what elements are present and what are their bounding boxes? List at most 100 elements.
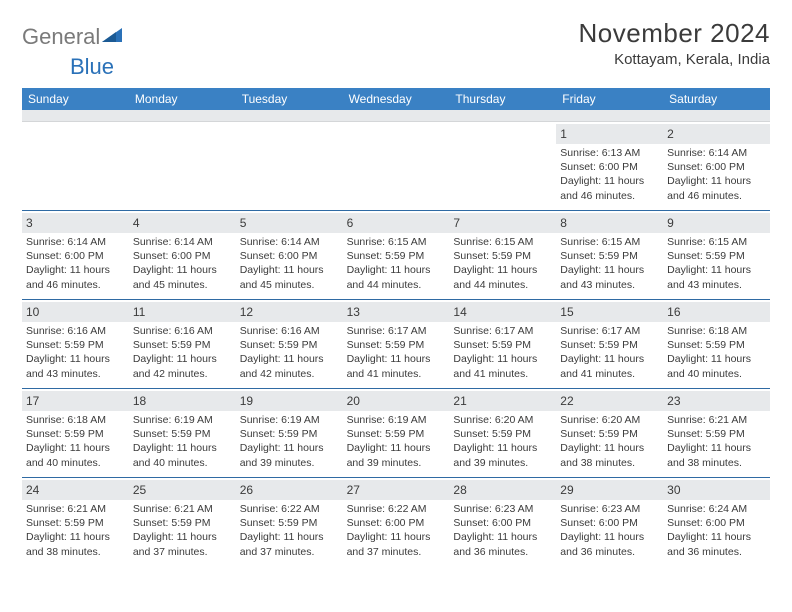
- day-cell: [236, 122, 343, 210]
- day-info-line: Daylight: 11 hours: [26, 441, 125, 455]
- day-info-line: Sunrise: 6:17 AM: [347, 324, 446, 338]
- day-info-line: Sunset: 5:59 PM: [240, 427, 339, 441]
- daynum-row: 8: [556, 213, 663, 233]
- calendar: Sunday Monday Tuesday Wednesday Thursday…: [22, 88, 770, 566]
- day-info-line: Sunset: 5:59 PM: [347, 249, 446, 263]
- day-info-line: Daylight: 11 hours: [453, 352, 552, 366]
- day-info-line: and 39 minutes.: [240, 456, 339, 470]
- day-info-line: and 46 minutes.: [26, 278, 125, 292]
- day-cell: 15Sunrise: 6:17 AMSunset: 5:59 PMDayligh…: [556, 300, 663, 388]
- day-cell: 30Sunrise: 6:24 AMSunset: 6:00 PMDayligh…: [663, 478, 770, 566]
- day-info-line: Sunset: 5:59 PM: [133, 338, 232, 352]
- day-info-line: and 36 minutes.: [560, 545, 659, 559]
- day-info-line: and 44 minutes.: [347, 278, 446, 292]
- day-cell: 19Sunrise: 6:19 AMSunset: 5:59 PMDayligh…: [236, 389, 343, 477]
- daynum-row: 20: [343, 391, 450, 411]
- day-info-line: Sunset: 5:59 PM: [453, 249, 552, 263]
- day-info-line: Sunset: 6:00 PM: [26, 249, 125, 263]
- day-number: 27: [347, 483, 360, 497]
- dayname-wednesday: Wednesday: [343, 88, 450, 110]
- day-number: 19: [240, 394, 253, 408]
- location: Kottayam, Kerala, India: [579, 51, 771, 68]
- daynum-row: 15: [556, 302, 663, 322]
- daynum-row: 5: [236, 213, 343, 233]
- day-info-line: and 40 minutes.: [26, 456, 125, 470]
- calendar-page: General November 2024 Kottayam, Kerala, …: [0, 0, 792, 576]
- dayname-tuesday: Tuesday: [236, 88, 343, 110]
- daynum-row: 21: [449, 391, 556, 411]
- day-info-line: Daylight: 11 hours: [133, 441, 232, 455]
- dayname-sunday: Sunday: [22, 88, 129, 110]
- day-info-line: Daylight: 11 hours: [347, 530, 446, 544]
- day-info-line: Sunset: 6:00 PM: [347, 516, 446, 530]
- day-info-line: Sunrise: 6:15 AM: [453, 235, 552, 249]
- day-info-line: Sunrise: 6:17 AM: [453, 324, 552, 338]
- day-info-line: Daylight: 11 hours: [560, 263, 659, 277]
- dayname-row: Sunday Monday Tuesday Wednesday Thursday…: [22, 88, 770, 110]
- day-info-line: Sunrise: 6:14 AM: [26, 235, 125, 249]
- day-info-line: Sunrise: 6:14 AM: [240, 235, 339, 249]
- daynum-row: 1: [556, 124, 663, 144]
- day-info-line: Sunset: 6:00 PM: [560, 160, 659, 174]
- day-info-line: Sunset: 5:59 PM: [26, 338, 125, 352]
- day-number: 8: [560, 216, 567, 230]
- day-info-line: Sunrise: 6:22 AM: [347, 502, 446, 516]
- day-info-line: Daylight: 11 hours: [453, 263, 552, 277]
- day-info-line: and 46 minutes.: [560, 189, 659, 203]
- day-info-line: and 41 minutes.: [347, 367, 446, 381]
- day-cell: 4Sunrise: 6:14 AMSunset: 6:00 PMDaylight…: [129, 211, 236, 299]
- day-cell: 7 Sunrise: 6:15 AMSunset: 5:59 PMDaylight…: [449, 211, 556, 299]
- day-info-line: Daylight: 11 hours: [453, 530, 552, 544]
- day-cell: 5Sunrise: 6:14 AMSunset: 6:00 PMDaylight…: [236, 211, 343, 299]
- day-cell: 23Sunrise: 6:21 AMSunset: 5:59 PMDayligh…: [663, 389, 770, 477]
- day-info-line: Daylight: 11 hours: [667, 352, 766, 366]
- day-info-line: Daylight: 11 hours: [560, 174, 659, 188]
- day-info-line: Sunset: 5:59 PM: [26, 516, 125, 530]
- day-info-line: Sunrise: 6:20 AM: [560, 413, 659, 427]
- day-info-line: Sunrise: 6:15 AM: [347, 235, 446, 249]
- day-info-line: Sunset: 5:59 PM: [453, 338, 552, 352]
- dayname-monday: Monday: [129, 88, 236, 110]
- day-number: 30: [667, 483, 680, 497]
- daynum-row: 4: [129, 213, 236, 233]
- day-info-line: Sunrise: 6:13 AM: [560, 146, 659, 160]
- day-info-line: Daylight: 11 hours: [240, 263, 339, 277]
- day-info-line: Sunset: 5:59 PM: [560, 427, 659, 441]
- day-number: 7: [453, 216, 460, 230]
- daynum-row: 26: [236, 480, 343, 500]
- day-info-line: Daylight: 11 hours: [347, 352, 446, 366]
- day-cell: 8Sunrise: 6:15 AMSunset: 5:59 PMDaylight…: [556, 211, 663, 299]
- day-info-line: Sunrise: 6:23 AM: [560, 502, 659, 516]
- day-info-line: and 44 minutes.: [453, 278, 552, 292]
- day-info-line: Sunset: 5:59 PM: [560, 338, 659, 352]
- day-info-line: Daylight: 11 hours: [560, 530, 659, 544]
- day-number: 12: [240, 305, 253, 319]
- day-info-line: Daylight: 11 hours: [560, 441, 659, 455]
- daynum-row: 28: [449, 480, 556, 500]
- day-cell: 28Sunrise: 6:23 AMSunset: 6:00 PMDayligh…: [449, 478, 556, 566]
- day-number: 22: [560, 394, 573, 408]
- daynum-row: 9: [663, 213, 770, 233]
- day-info-line: Sunrise: 6:19 AM: [133, 413, 232, 427]
- week-row: 1 Sunrise: 6:13 AMSunset: 6:00 PMDaylight…: [22, 122, 770, 210]
- day-info-line: and 37 minutes.: [240, 545, 339, 559]
- day-info-line: and 41 minutes.: [560, 367, 659, 381]
- day-cell: 27 Sunrise: 6:22 AMSunset: 6:00 PMDayligh…: [343, 478, 450, 566]
- day-info-line: Sunrise: 6:19 AM: [347, 413, 446, 427]
- day-info-line: Sunset: 5:59 PM: [453, 427, 552, 441]
- day-info-line: Sunrise: 6:23 AM: [453, 502, 552, 516]
- daynum-row: 30: [663, 480, 770, 500]
- title-block: November 2024 Kottayam, Kerala, India: [579, 18, 771, 68]
- month-title: November 2024: [579, 18, 771, 49]
- day-info-line: Sunrise: 6:21 AM: [26, 502, 125, 516]
- day-info-line: Daylight: 11 hours: [240, 352, 339, 366]
- day-info-line: and 38 minutes.: [667, 456, 766, 470]
- day-info-line: Sunset: 5:59 PM: [667, 249, 766, 263]
- week-row: 10Sunrise: 6:16 AMSunset: 5:59 PMDayligh…: [22, 299, 770, 388]
- daynum-row: 7: [449, 213, 556, 233]
- day-number: 2: [667, 127, 674, 141]
- week-row: 17Sunrise: 6:18 AMSunset: 5:59 PMDayligh…: [22, 388, 770, 477]
- day-info-line: Sunset: 5:59 PM: [347, 427, 446, 441]
- day-number: 17: [26, 394, 39, 408]
- day-cell: 14Sunrise: 6:17 AMSunset: 5:59 PMDayligh…: [449, 300, 556, 388]
